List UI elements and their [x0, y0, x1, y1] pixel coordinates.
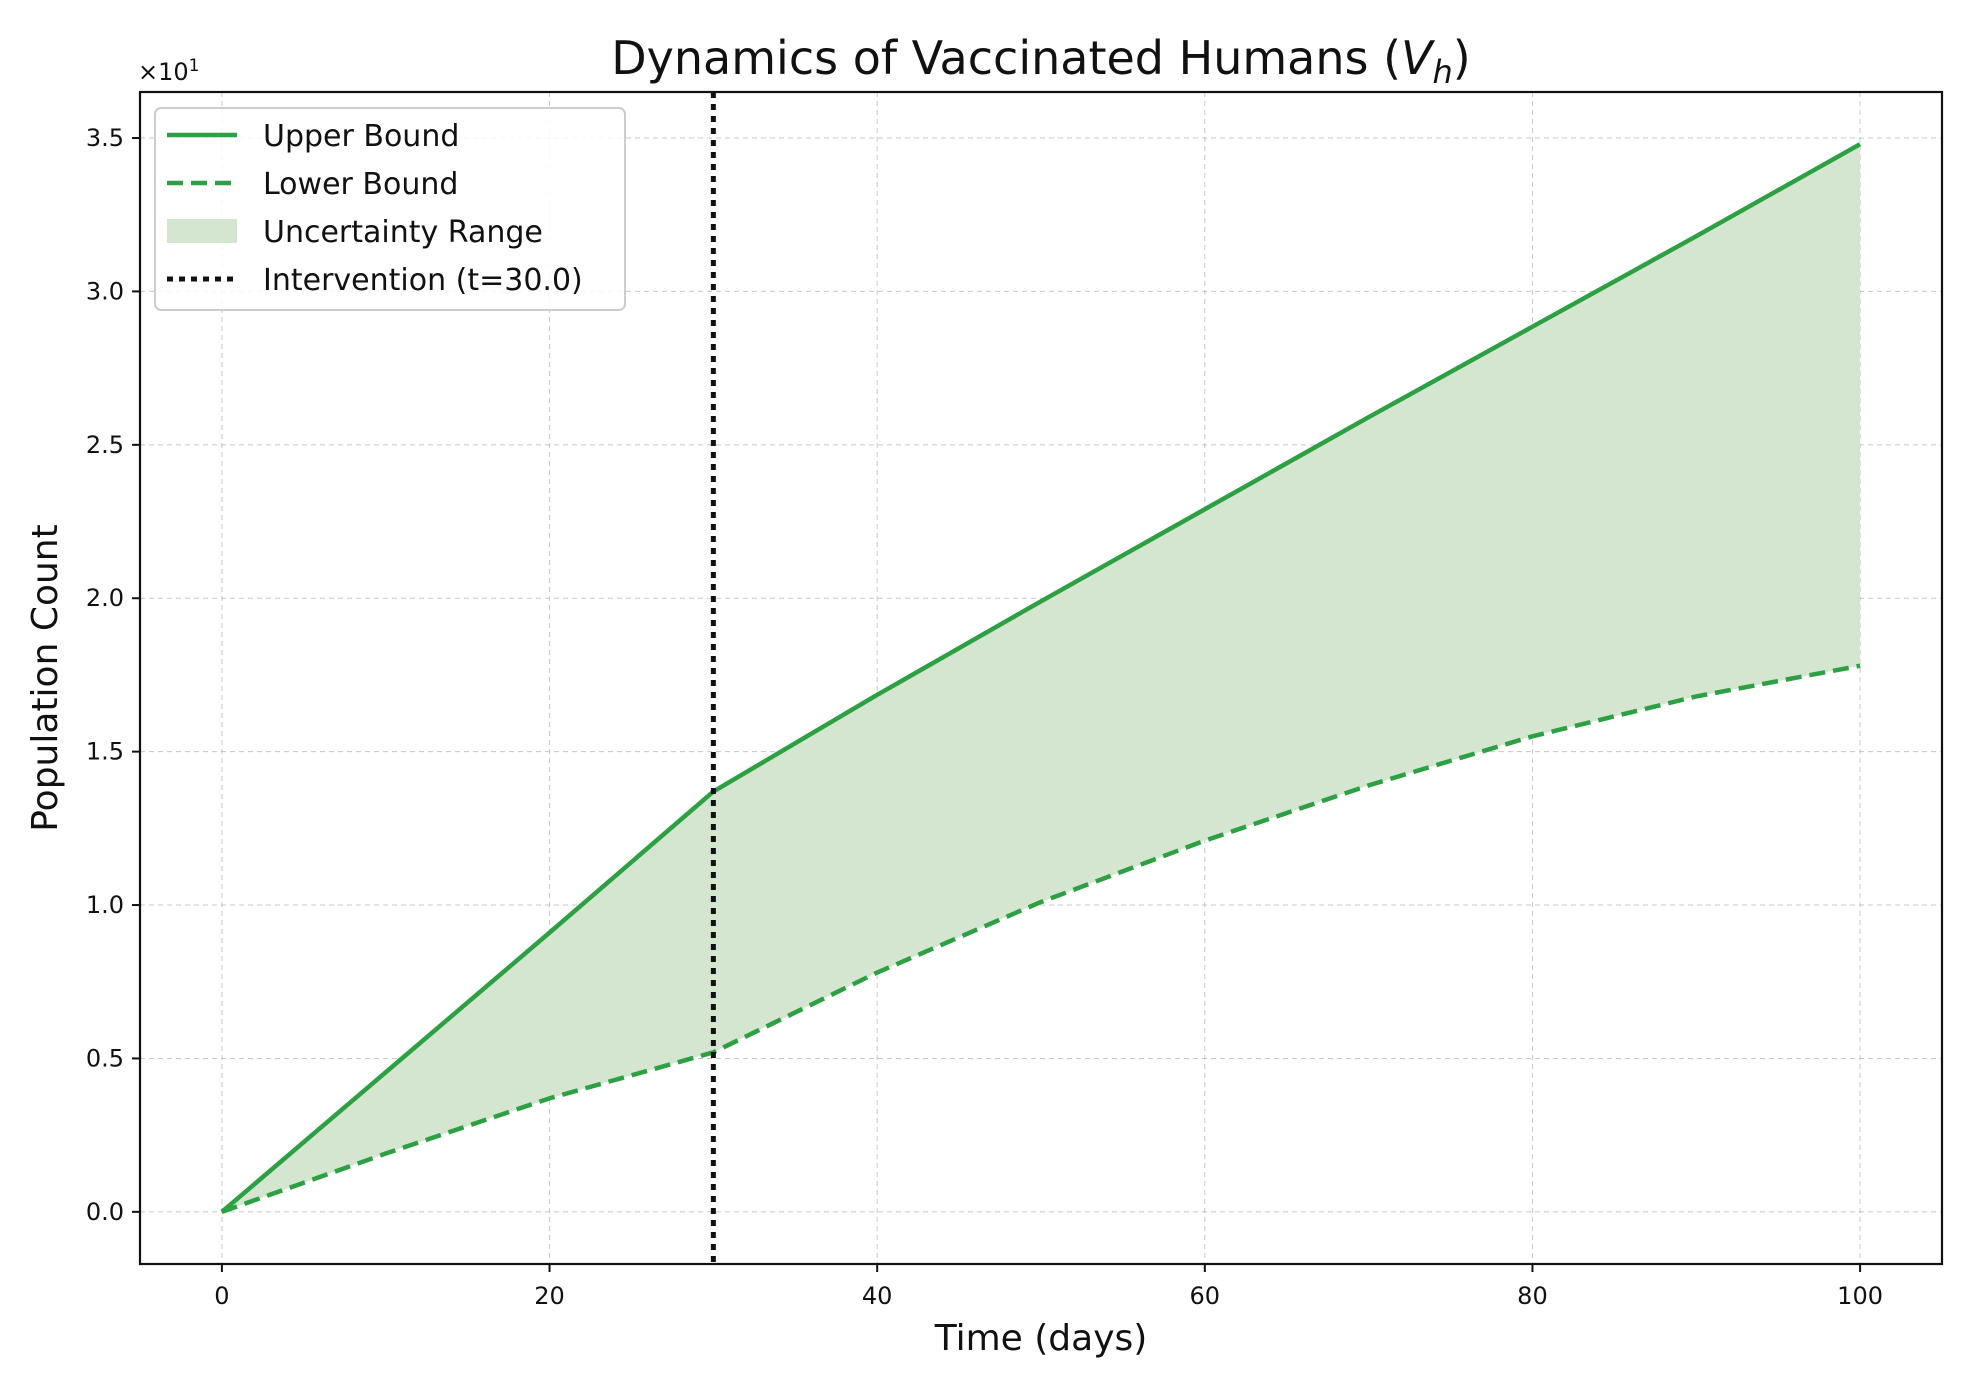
x-tick-label: 80 [1517, 1282, 1548, 1310]
legend-swatch-fill [167, 219, 237, 243]
x-tick-label: 100 [1837, 1282, 1883, 1310]
y-tick-label: 1.0 [86, 891, 124, 919]
chart-title-close: ) [1453, 31, 1471, 85]
chart-title-variable: V [1401, 31, 1436, 85]
legend-label: Lower Bound [263, 167, 458, 202]
y-tick-label: 1.5 [86, 738, 124, 766]
y-tick-label: 2.0 [86, 584, 124, 612]
y-axis-multiplier-base: ×10 [138, 58, 189, 86]
x-tick-label: 40 [862, 1282, 893, 1310]
x-tick-label: 60 [1190, 1282, 1221, 1310]
legend-label: Uncertainty Range [263, 215, 543, 250]
chart-title: Dynamics of Vaccinated Humans (Vh) [611, 31, 1471, 91]
y-axis-label: Population Count [25, 524, 66, 832]
x-tick-label: 20 [534, 1282, 565, 1310]
y-tick-label: 0.5 [86, 1044, 124, 1072]
y-tick-label: 0.0 [86, 1198, 124, 1226]
chart-title-main: Dynamics of Vaccinated Humans ( [611, 31, 1401, 85]
legend-box [154, 107, 626, 311]
plot-area-frame [138, 90, 1944, 1266]
chart-title-subscript: h [1433, 53, 1453, 91]
uncertainty-range-area [221, 144, 1861, 1212]
y-axis-multiplier-exponent: 1 [189, 56, 200, 76]
x-axis-label: Time (days) [934, 1318, 1148, 1359]
y-tick-label: 2.5 [86, 431, 124, 459]
x-tick-label: 0 [214, 1282, 229, 1310]
legend-label: Intervention (t=30.0) [263, 263, 583, 298]
y-tick-label: 3.5 [86, 124, 124, 152]
legend-label: Upper Bound [263, 119, 459, 154]
y-axis-multiplier: ×101 [138, 56, 199, 86]
y-tick-label: 3.0 [86, 277, 124, 305]
lower-bound-line [221, 663, 1861, 1214]
upper-bound-line [220, 142, 1862, 1214]
